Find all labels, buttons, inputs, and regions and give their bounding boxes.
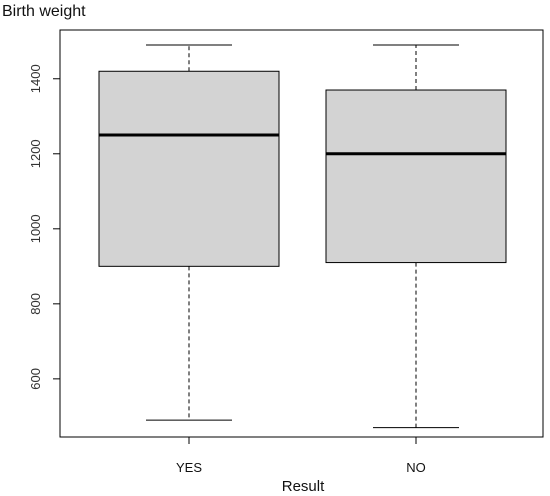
x-tick-label: YES bbox=[176, 460, 202, 475]
y-tick-label: 1000 bbox=[28, 214, 43, 243]
box-no bbox=[325, 44, 507, 429]
box-yes bbox=[98, 44, 280, 421]
y-tick-label: 1200 bbox=[28, 139, 43, 168]
plot-frame bbox=[59, 29, 544, 438]
x-axis-label: Result bbox=[282, 478, 325, 495]
y-tick-label: 600 bbox=[28, 368, 43, 390]
chart-title: Birth weight bbox=[2, 3, 86, 20]
y-axis: 600 800 1000 1200 1400 bbox=[28, 64, 60, 390]
y-tick-label: 800 bbox=[28, 293, 43, 315]
x-tick-label: NO bbox=[406, 460, 426, 475]
iqr-box bbox=[325, 89, 507, 264]
y-tick-label: 1400 bbox=[28, 64, 43, 93]
x-axis: YES NO bbox=[176, 437, 426, 475]
boxes bbox=[98, 44, 507, 429]
iqr-box bbox=[98, 70, 280, 267]
